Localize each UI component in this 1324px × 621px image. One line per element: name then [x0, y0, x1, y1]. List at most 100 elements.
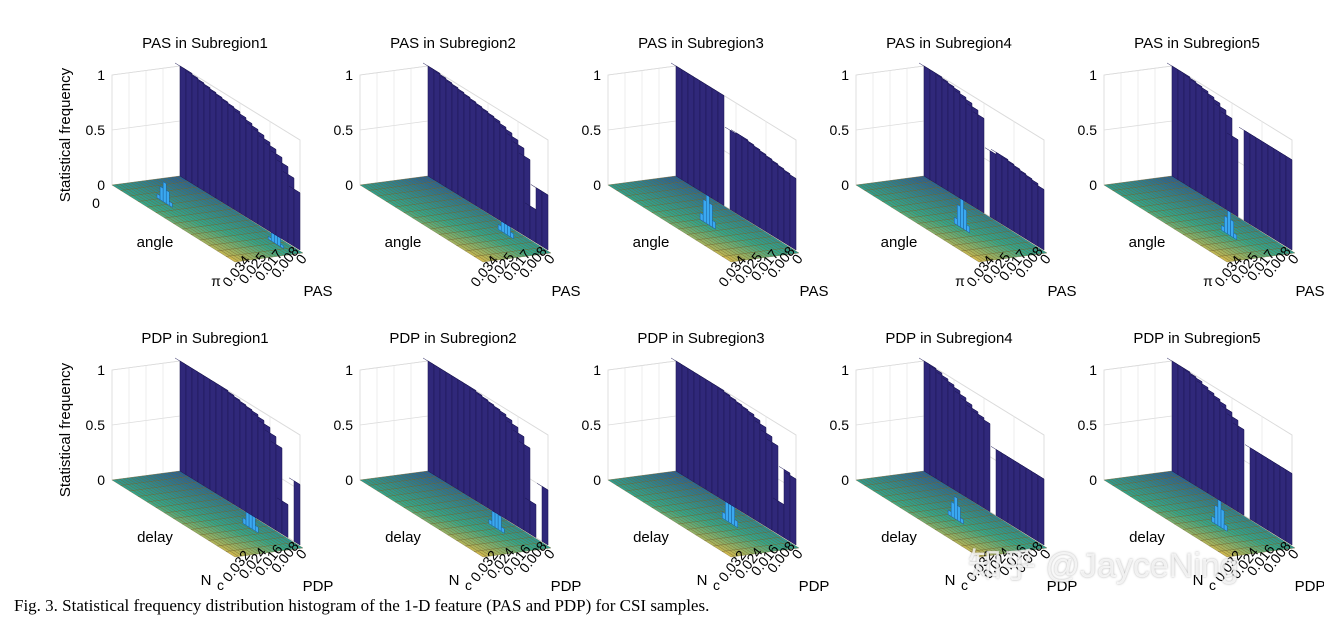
wall-bar-top: [784, 472, 797, 480]
wall-bar: [463, 382, 471, 498]
x-tick-label: π: [955, 273, 965, 289]
wall-bar-top: [1202, 386, 1215, 394]
wall-bar-top: [464, 95, 477, 103]
wall-bar: [511, 136, 519, 232]
floor-bar: [1282, 247, 1296, 254]
wall-bar-top: [282, 171, 295, 179]
wall-bar-top: [240, 116, 253, 124]
z-tick-label: 1: [841, 362, 849, 378]
wall-bar: [427, 65, 435, 181]
wall-bar: [977, 413, 985, 509]
wall-bar-top: [1220, 111, 1233, 119]
wall-bar-top: [270, 441, 283, 449]
wall-bar: [463, 93, 471, 203]
wall-bar-top: [192, 76, 205, 84]
floor-bar: [1034, 247, 1048, 254]
y-axis-name: PDP: [551, 578, 582, 595]
wall-bar-top: [464, 383, 477, 391]
wall-bar: [929, 364, 937, 479]
wall-bar-top: [1014, 167, 1027, 175]
wall-bar-top: [288, 477, 301, 485]
wall-bar-top: [524, 497, 537, 505]
y-axis-name: PDP: [799, 578, 830, 595]
subplot-title: PAS in Subregion1: [142, 35, 268, 52]
wall-bar: [505, 416, 513, 524]
x-tick-label: c: [1209, 577, 1216, 593]
wall-bar-top: [966, 103, 979, 111]
wall-bar: [541, 190, 549, 251]
wall-bar-top: [276, 497, 289, 505]
wall-bar: [227, 102, 235, 210]
figure-caption: Fig. 3. Statistical frequency distributi…: [14, 596, 710, 615]
wall-bar-top: [1214, 103, 1227, 111]
wall-bar: [1219, 106, 1227, 210]
wall-bar: [499, 123, 507, 225]
wall-bar-top: [784, 171, 797, 179]
wall-bar-top: [1214, 398, 1227, 406]
peak-bar: [1214, 504, 1219, 527]
wall-bar-top: [942, 79, 955, 87]
x-tick-label: N: [201, 572, 212, 589]
x-tick-label: π: [1203, 273, 1213, 289]
peak-bar: [1217, 497, 1222, 528]
wall-bar-top: [730, 398, 743, 406]
wall-bar-top: [228, 393, 241, 401]
wall-bar: [433, 364, 441, 479]
wall-bar-top: [264, 429, 277, 437]
subplot-title: PDP in Subregion4: [885, 330, 1012, 347]
x-tick-label: c: [217, 577, 224, 593]
peak-bar: [960, 517, 964, 525]
wall-bar: [729, 396, 737, 509]
wall-bar: [239, 400, 247, 513]
wall-bar: [445, 371, 453, 487]
wall-bar-top: [766, 157, 779, 165]
wall-bar: [995, 448, 1003, 520]
wall-bar-top: [996, 152, 1009, 160]
wall-bar: [1207, 389, 1215, 498]
wall-bar-top: [518, 441, 531, 449]
wall-bar: [221, 386, 229, 502]
wall-bar: [1273, 148, 1281, 244]
y-axis-name: PAS: [1048, 283, 1077, 300]
wall-bar-top: [186, 71, 199, 79]
wall-bar: [293, 480, 301, 546]
peak-bar: [500, 526, 505, 534]
wall-bar: [1013, 460, 1021, 531]
wall-bar: [675, 65, 683, 181]
wall-bar: [263, 138, 271, 232]
y-axis-name: PDP: [1295, 578, 1324, 595]
wall-bar-top: [246, 407, 259, 415]
wall-bar-top: [204, 85, 217, 93]
y-axis-name: PDP: [303, 578, 334, 595]
wall-bar-top: [470, 100, 483, 108]
peak-bar: [169, 200, 173, 208]
wall-bar-top: [500, 413, 513, 421]
wall-bar-top: [978, 416, 991, 424]
wall-bar-top: [210, 90, 223, 98]
wall-bar-top: [1202, 90, 1215, 98]
wall-bar: [1001, 155, 1009, 229]
wall-bar: [457, 379, 465, 494]
wall-bar: [735, 400, 743, 513]
x-axis-label: delay: [137, 529, 173, 546]
wall-bar-top: [724, 126, 737, 134]
wall-bar-top: [494, 120, 507, 128]
wall-bar: [1231, 416, 1239, 513]
wall-bar: [1225, 408, 1233, 509]
wall-bar: [977, 114, 985, 214]
wall-bar: [457, 88, 465, 199]
y-axis-name: PDP: [1047, 578, 1078, 595]
wall-bar: [1219, 401, 1227, 505]
z-tick-label: 1: [841, 67, 849, 83]
wall-bar: [481, 396, 489, 509]
peak-bar: [712, 220, 716, 230]
y-axis-name: PAS: [1296, 283, 1324, 300]
wall-bar-top: [234, 398, 247, 406]
subplot-6: PDP in Subregion1 0 0.5 1 Statistical freque…: [57, 330, 333, 595]
wall-bar-top: [518, 152, 531, 160]
z-tick-label: 0.5: [334, 417, 354, 433]
wall-bar: [269, 145, 277, 236]
